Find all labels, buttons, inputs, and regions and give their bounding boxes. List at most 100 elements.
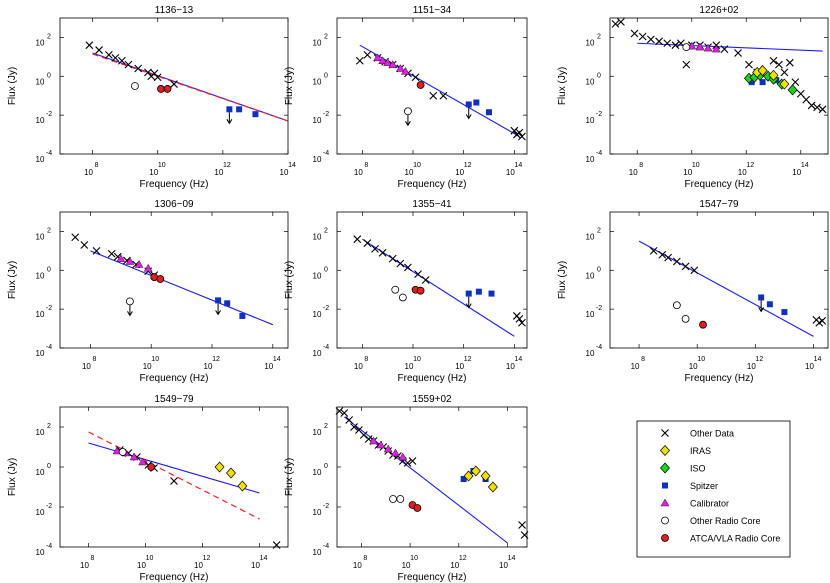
- plot-frame: [59, 406, 289, 548]
- spitzer-point: [224, 300, 231, 307]
- y-axis-label: Flux (Jy): [7, 261, 18, 299]
- other-data-point: [411, 73, 420, 82]
- x-tick-exponent: 12: [212, 356, 220, 363]
- other-data-point: [429, 91, 438, 100]
- x-tick-exponent: 14: [508, 555, 516, 562]
- other-data-point: [134, 64, 143, 73]
- iras-point: [470, 465, 481, 477]
- radio-core-point: [699, 320, 707, 329]
- x-tick-base: 10: [792, 168, 801, 177]
- other-data-point: [785, 58, 794, 67]
- other-data-point: [396, 259, 405, 268]
- calibrator-point: [395, 64, 405, 72]
- x-tick-base: 10: [631, 362, 640, 371]
- upper-limit-arrow: [758, 300, 765, 313]
- iras-point: [757, 64, 768, 76]
- y-tick-base: 10: [313, 428, 322, 437]
- y-tick-exponent: -4: [46, 543, 52, 550]
- x-tick-base: 10: [251, 561, 260, 570]
- spitzer-point: [766, 301, 773, 308]
- calibrator-point: [388, 60, 398, 68]
- x-tick-base: 10: [280, 168, 289, 177]
- calibrator-point: [369, 436, 378, 445]
- y-tick-base: 10: [313, 310, 322, 319]
- iras-point: [768, 69, 779, 81]
- other-radio-core-point: [118, 448, 127, 456]
- x-tick-exponent: 14: [514, 356, 522, 363]
- legend-marker-square-icon: [662, 482, 668, 489]
- other-data-point: [655, 37, 663, 46]
- y-tick-exponent: -2: [323, 503, 329, 510]
- y-tick-base: 10: [36, 468, 45, 477]
- y-tick-exponent: -4: [46, 344, 52, 351]
- y-tick-base: 10: [313, 77, 322, 86]
- y-axis-label: Flux (Jy): [7, 458, 18, 496]
- x-tick-exponent: 8: [91, 555, 95, 562]
- spitzer-point: [758, 294, 765, 301]
- calibrator-point: [143, 263, 153, 272]
- panel-title: 1136−13: [155, 5, 194, 16]
- y-tick-base: 10: [313, 38, 322, 47]
- other-radio-core-point: [672, 301, 681, 310]
- other-data-point: [340, 409, 349, 417]
- other-data-point: [92, 246, 101, 255]
- iras-point: [480, 470, 491, 482]
- y-tick-exponent: -4: [323, 150, 329, 157]
- y-tick-exponent: 0: [597, 266, 601, 273]
- x-tick-base: 10: [149, 168, 158, 177]
- other-data-point: [745, 60, 753, 69]
- x-tick-exponent: 12: [223, 162, 231, 169]
- other-data-point: [518, 132, 526, 141]
- y-axis-label: Flux (Jy): [557, 261, 568, 299]
- other-data-point: [107, 249, 116, 258]
- radio-core-point: [163, 85, 172, 93]
- other-data-point: [111, 53, 120, 62]
- other-data-point: [378, 248, 387, 257]
- x-tick-base: 10: [214, 168, 223, 177]
- y-tick-exponent: -2: [46, 503, 52, 510]
- other-data-point: [404, 263, 412, 272]
- legend-marker-circle-icon: [661, 534, 669, 542]
- radio-core-point: [156, 275, 165, 283]
- other-data-point: [638, 32, 647, 41]
- y-tick-base: 10: [586, 38, 595, 47]
- other-data-point: [345, 416, 354, 424]
- x-tick-base: 10: [506, 362, 515, 371]
- y-axis-label: Flux (Jy): [284, 261, 295, 299]
- x-tick-exponent: 14: [801, 162, 809, 169]
- dashed-fit-line: [92, 53, 289, 122]
- x-tick-exponent: 10: [697, 356, 705, 363]
- x-tick-base: 10: [805, 362, 814, 371]
- other-data-point: [611, 19, 620, 28]
- iras-point: [487, 481, 498, 493]
- y-tick-base: 10: [36, 349, 45, 358]
- calibrator-point: [703, 43, 713, 52]
- x-tick-base: 10: [629, 168, 638, 177]
- legend-label: Spitzer: [690, 481, 718, 491]
- other-data-point: [335, 407, 344, 415]
- x-tick-base: 10: [194, 561, 203, 570]
- y-tick-exponent: 0: [47, 463, 51, 470]
- x-tick-base: 10: [80, 561, 89, 570]
- other-data-point: [813, 103, 821, 112]
- x-tick-base: 10: [450, 561, 459, 570]
- x-tick-base: 10: [143, 362, 152, 371]
- other-data-point: [734, 49, 742, 57]
- x-tick-exponent: 8: [95, 162, 99, 169]
- y-tick-base: 10: [36, 548, 45, 557]
- other-data-point: [350, 423, 358, 431]
- other-data-point: [672, 257, 681, 266]
- y-tick-exponent: 2: [597, 227, 601, 234]
- y-tick-exponent: 0: [47, 72, 51, 79]
- other-data-point: [403, 459, 412, 467]
- y-tick-base: 10: [586, 155, 595, 164]
- other-data-point: [104, 51, 113, 59]
- other-radio-core-point: [389, 495, 397, 503]
- other-data-point: [408, 457, 417, 465]
- other-data-point: [170, 477, 178, 485]
- legend-marker-diamond-icon: [660, 462, 670, 474]
- spitzer-point: [215, 297, 222, 304]
